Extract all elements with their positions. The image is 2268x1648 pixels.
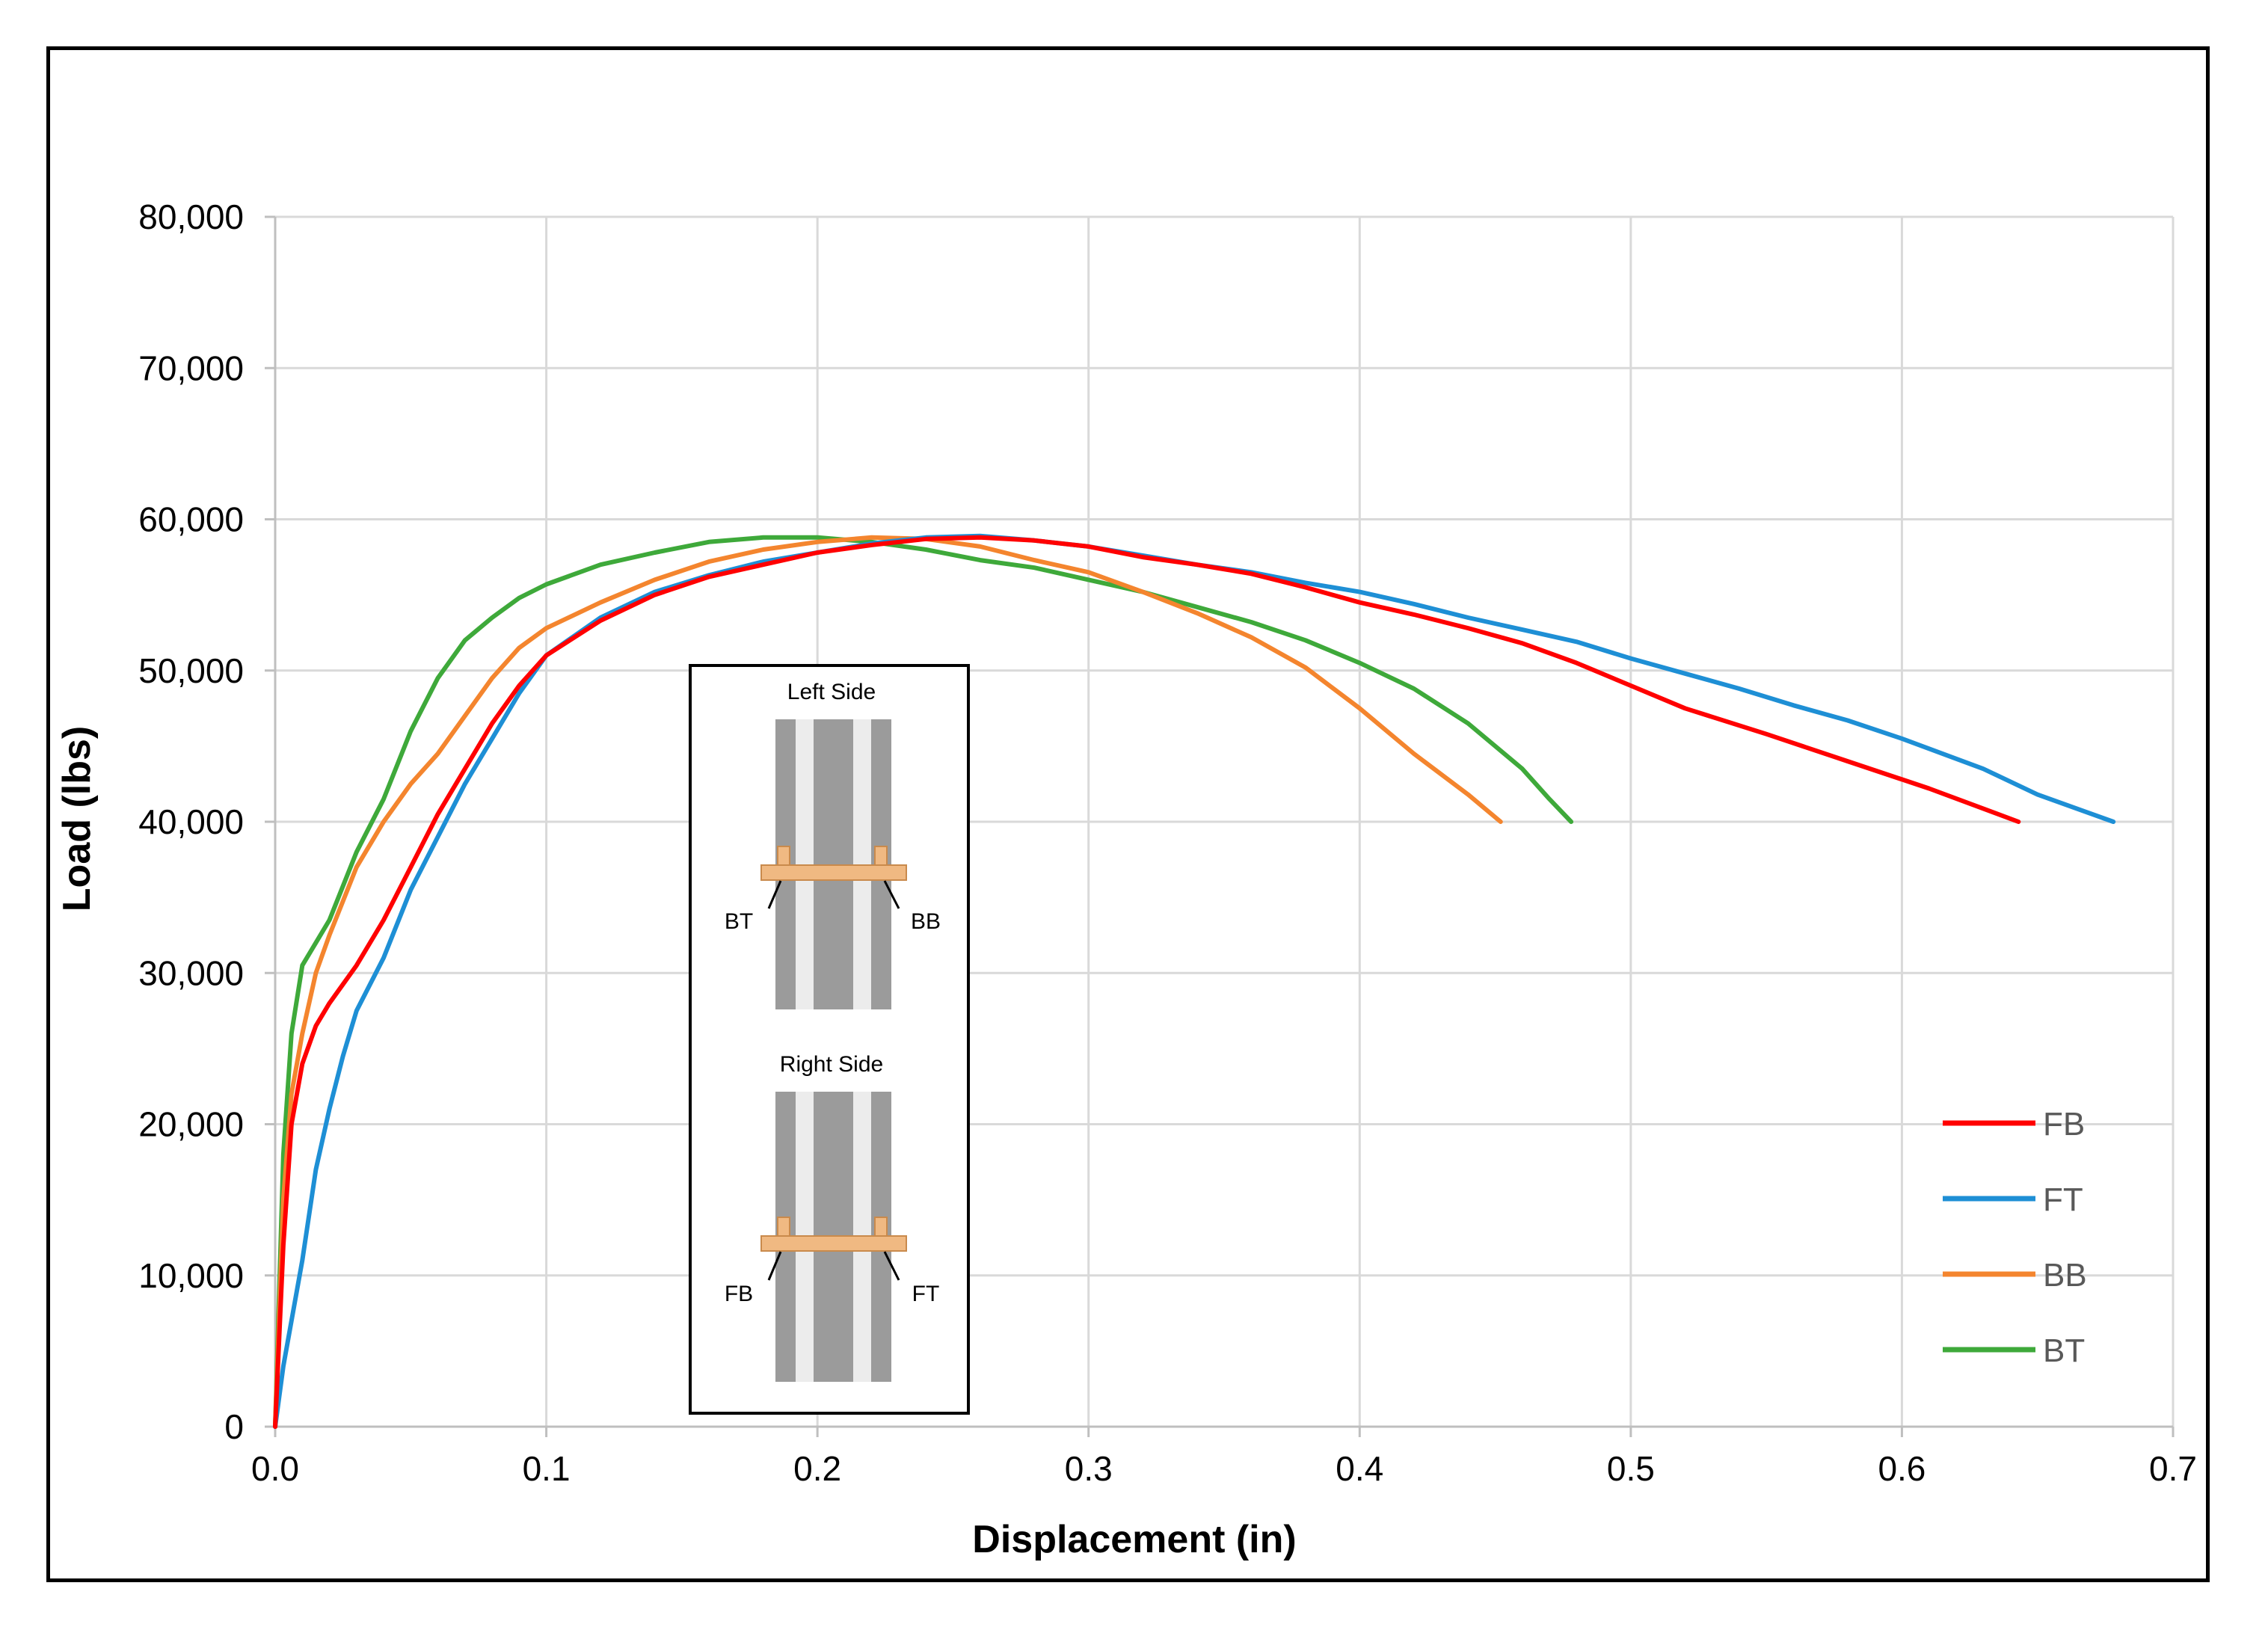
series-line-bt	[273, 535, 1574, 1429]
legend-label-ft: FT	[2043, 1181, 2083, 1218]
data-series	[273, 533, 2116, 1429]
y-tick-label: 80,000	[138, 197, 244, 236]
inset-label-ft: FT	[912, 1282, 940, 1306]
x-tick-label: 0.2	[793, 1449, 841, 1488]
series-line-bb	[273, 535, 1503, 1429]
x-tick-label: 0.5	[1607, 1449, 1655, 1488]
legend-label-bb: BB	[2043, 1257, 2087, 1294]
y-axis-title: Load (lbs)	[55, 726, 99, 911]
chart-frame	[46, 46, 2210, 1582]
x-tick-label: 0.7	[2149, 1449, 2197, 1488]
inset-label-bt: BT	[725, 909, 753, 934]
x-axis-title: Displacement (in)	[972, 1518, 1296, 1561]
y-tick-label: 30,000	[138, 953, 244, 992]
y-tick-label: 10,000	[138, 1256, 244, 1295]
x-tick-label: 0.4	[1336, 1449, 1383, 1488]
legend-label-bt: BT	[2043, 1332, 2085, 1369]
right-side-column	[760, 1092, 907, 1382]
left-side-column	[760, 719, 907, 1009]
gridlines	[275, 215, 2175, 1427]
y-tick-label: 0	[224, 1407, 244, 1446]
inset-right-side-title: Right Side	[780, 1052, 883, 1077]
y-tick-label: 20,000	[138, 1105, 244, 1144]
y-tick-label: 70,000	[138, 348, 244, 387]
axes	[265, 215, 2175, 1437]
inset-label-bb: BB	[911, 909, 941, 934]
legend: FB FT BB BT	[1943, 1106, 2087, 1369]
inset-left-side-title: Left Side	[787, 680, 876, 704]
right-side-plate	[760, 1235, 907, 1252]
x-tick-label: 0.3	[1065, 1449, 1113, 1488]
tick-labels: 0 10,000 20,000 30,000 40,000 50,000 60,000 70,…	[138, 197, 2197, 1488]
x-tick-label: 0.6	[1878, 1449, 1926, 1488]
x-tick-label: 0.0	[251, 1449, 299, 1488]
left-side-plate	[760, 864, 907, 881]
y-tick-label: 60,000	[138, 500, 244, 539]
y-tick-label: 50,000	[138, 651, 244, 690]
x-tick-label: 0.1	[523, 1449, 571, 1488]
series-line-fb	[273, 535, 2021, 1429]
legend-label-fb: FB	[2043, 1106, 2085, 1143]
inset-diagram: Left Side BT BB Right Side FB FT	[689, 664, 970, 1415]
y-tick-label: 40,000	[138, 802, 244, 841]
inset-label-fb: FB	[725, 1282, 753, 1306]
